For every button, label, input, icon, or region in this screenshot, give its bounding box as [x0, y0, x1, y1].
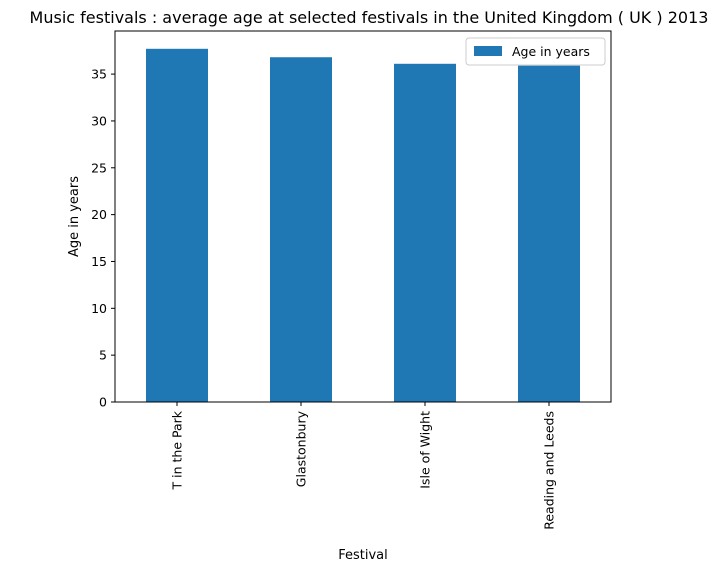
y-tick-label: 0: [99, 395, 107, 410]
chart-title: Music festivals : average age at selecte…: [30, 8, 709, 27]
bar: [270, 57, 332, 402]
x-axis: T in the Park Glastonbury Isle of Wight Rea…: [170, 402, 557, 530]
legend: Age in years: [465, 37, 606, 66]
x-tick-label: Isle of Wight: [418, 411, 433, 489]
x-tick-label: T in the Park: [170, 410, 185, 490]
legend-swatch: [474, 46, 502, 56]
y-tick-label: 35: [91, 67, 107, 82]
y-tick-label: 20: [91, 207, 107, 222]
y-tick-label: 30: [91, 113, 107, 128]
x-tick-label: Reading and Leeds: [542, 411, 557, 530]
plot-frame: [114, 30, 612, 403]
y-tick-label: 15: [91, 254, 107, 269]
y-axis: 0 5 10 15 20 25 30 35: [91, 67, 115, 410]
bar: [518, 65, 580, 403]
y-tick-label: 25: [91, 160, 107, 175]
x-tick-label: Glastonbury: [294, 410, 309, 487]
bar-group: [146, 48, 580, 403]
legend-label: Age in years: [512, 44, 590, 59]
legend-box: [465, 37, 606, 66]
bar: [146, 48, 208, 402]
bar: [394, 63, 456, 402]
y-tick-label: 5: [99, 348, 107, 363]
x-axis-label: Festival: [338, 548, 388, 563]
y-tick-label: 10: [91, 301, 107, 316]
y-axis-label: Age in years: [67, 176, 82, 257]
